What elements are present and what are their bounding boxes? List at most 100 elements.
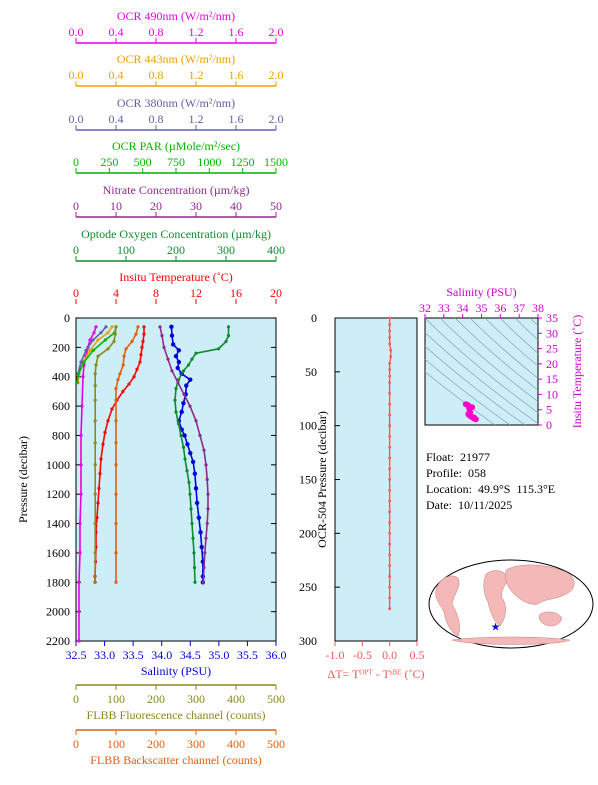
data-point bbox=[93, 419, 97, 423]
data-point bbox=[91, 348, 95, 352]
data-point bbox=[103, 338, 107, 342]
ts-point bbox=[469, 404, 476, 411]
tick-label: 0 bbox=[311, 311, 317, 325]
data-point bbox=[160, 334, 164, 338]
data-point bbox=[388, 323, 392, 326]
data-point bbox=[176, 422, 181, 426]
data-point bbox=[205, 521, 209, 526]
density-contour bbox=[514, 318, 538, 341]
tick-label: 1000 bbox=[197, 155, 221, 169]
data-point bbox=[388, 478, 392, 481]
data-point bbox=[174, 386, 178, 391]
data-point bbox=[179, 409, 184, 415]
float-location-marker: ★ bbox=[491, 621, 501, 633]
data-point bbox=[114, 398, 118, 402]
data-point bbox=[130, 339, 134, 344]
tick-label: 2.0 bbox=[269, 25, 284, 39]
data-point bbox=[181, 445, 186, 449]
tick-label: 1.2 bbox=[189, 112, 204, 126]
data-point bbox=[388, 435, 392, 438]
data-point bbox=[170, 342, 176, 347]
top-axis-temp: 0 4 8 12 16 20 Insitu Temperature (˚C) bbox=[73, 270, 282, 304]
tick-label: 38 bbox=[532, 301, 544, 315]
data-point bbox=[114, 521, 118, 526]
tick-label: 0.0 bbox=[69, 112, 84, 126]
data-point bbox=[198, 433, 202, 438]
data-point bbox=[93, 441, 97, 445]
data-point bbox=[122, 354, 126, 358]
data-point bbox=[93, 463, 97, 467]
tick-label: 4 bbox=[113, 286, 119, 300]
data-point bbox=[388, 607, 392, 611]
data-point bbox=[93, 521, 97, 526]
data-point bbox=[96, 354, 100, 358]
data-point bbox=[110, 407, 114, 411]
data-point bbox=[114, 325, 118, 329]
data-point bbox=[388, 542, 392, 546]
data-point bbox=[388, 467, 392, 471]
pressure-axis: 0 200 400 600 800 1000 1200 1400 1600 1800 2000 220… bbox=[16, 311, 276, 648]
ts-point bbox=[465, 410, 472, 417]
tick-label: 150 bbox=[299, 473, 317, 487]
data-point bbox=[186, 363, 191, 367]
tick-label: 300 bbox=[187, 692, 205, 706]
data-point bbox=[185, 469, 189, 473]
profile-plot-area bbox=[75, 317, 277, 642]
data-point bbox=[188, 450, 193, 456]
tick-label: 600 bbox=[52, 399, 70, 413]
data-point bbox=[188, 404, 192, 408]
data-point bbox=[169, 333, 175, 338]
tick-label: 12 bbox=[190, 286, 202, 300]
tick-label: 20 bbox=[546, 357, 558, 371]
data-point bbox=[388, 335, 392, 339]
tick-label: 0.4 bbox=[109, 112, 124, 126]
axis-title: OCR 380nm (W/m²/nm) bbox=[117, 96, 235, 110]
top-axis-ocr490: 0.0 0.4 0.8 1.2 1.6 2.0 OCR 490nm (W/m²/nm) bbox=[69, 9, 284, 44]
data-point bbox=[114, 386, 118, 391]
tick-label: 500 bbox=[134, 155, 152, 169]
top-axis-nitrate: 0 10 20 30 40 50 Nitrate Concentration (µm/kg) bbox=[73, 183, 282, 218]
data-point bbox=[199, 544, 204, 550]
data-point bbox=[142, 325, 146, 329]
data-point bbox=[104, 325, 108, 329]
profile-number: Profile: 058 bbox=[426, 466, 486, 480]
tick-label: 0 bbox=[546, 418, 552, 432]
data-point bbox=[158, 325, 162, 329]
data-point bbox=[194, 419, 198, 423]
data-point bbox=[176, 381, 180, 385]
data-point bbox=[182, 433, 187, 438]
data-point bbox=[114, 492, 118, 496]
data-point bbox=[388, 316, 392, 320]
date: Date: 10/11/2025 bbox=[426, 498, 513, 512]
data-point bbox=[77, 580, 81, 584]
data-point bbox=[93, 383, 97, 388]
data-point bbox=[388, 381, 392, 384]
tick-label: 1800 bbox=[46, 575, 70, 589]
data-point bbox=[77, 372, 81, 376]
tick-label: 0 bbox=[73, 243, 79, 257]
axis-title: OCR PAR (µMole/m²/sec) bbox=[112, 139, 240, 153]
axis-title: OCR 443nm (W/m²/nm) bbox=[117, 52, 235, 66]
data-point bbox=[192, 565, 197, 570]
data-point bbox=[139, 353, 143, 357]
tick-label: 34.5 bbox=[180, 648, 201, 662]
data-point bbox=[114, 441, 118, 445]
data-point bbox=[88, 348, 92, 352]
data-point bbox=[181, 369, 186, 373]
data-point bbox=[388, 413, 392, 417]
data-point bbox=[206, 492, 210, 496]
data-point bbox=[388, 596, 392, 600]
data-point bbox=[388, 456, 392, 460]
data-point bbox=[193, 580, 197, 584]
data-point bbox=[388, 488, 392, 492]
data-point bbox=[226, 334, 231, 338]
data-point bbox=[142, 332, 146, 336]
data-point bbox=[82, 360, 86, 364]
data-point bbox=[77, 610, 81, 614]
tick-label: 37 bbox=[513, 301, 525, 315]
tick-label: 2.0 bbox=[269, 112, 284, 126]
data-point bbox=[191, 536, 195, 540]
y-axis-title: Insitu Temperature (˚C) bbox=[570, 315, 584, 429]
